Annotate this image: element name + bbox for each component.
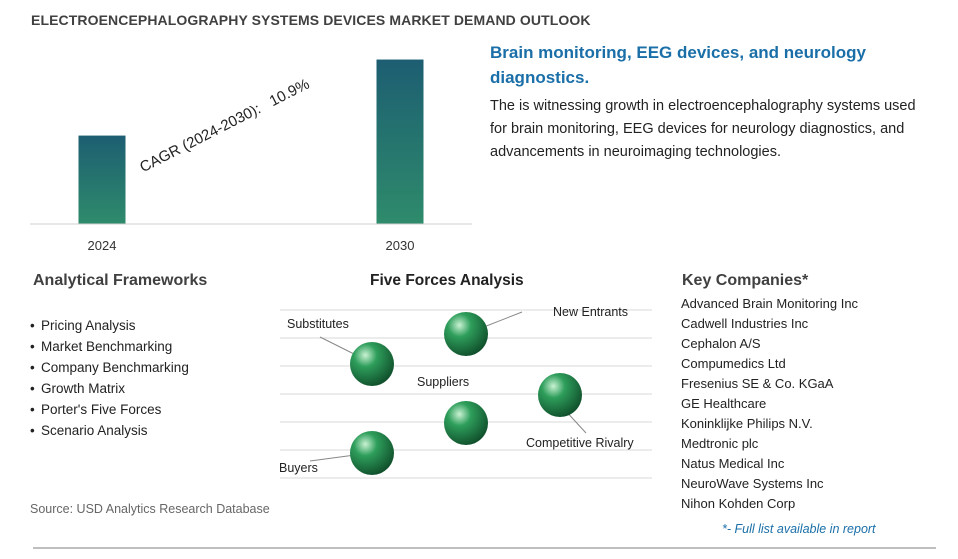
sphere-competitive-rivalry <box>538 373 582 417</box>
x-tick-label: 2024 <box>88 238 117 253</box>
five-forces-title: Five Forces Analysis <box>370 272 524 289</box>
bar-2030 <box>376 59 424 225</box>
companies-title: Key Companies* <box>682 272 809 289</box>
list-item: • Company Benchmarking <box>30 360 189 375</box>
company-item: Natus Medical Inc <box>681 456 785 471</box>
company-item: Cephalon A/S <box>681 336 761 351</box>
list-item: • Market Benchmarking <box>30 339 173 354</box>
summary-headline: Brain monitoring, EEG devices, and neuro… <box>490 43 866 87</box>
list-item: • Scenario Analysis <box>30 423 148 438</box>
company-item: Medtronic plc <box>681 436 759 451</box>
bottom-divider <box>33 547 936 549</box>
label-new-entrants: New Entrants <box>553 305 628 319</box>
label-buyers: Buyers <box>279 461 318 475</box>
label-competitive-rivalry: Competitive Rivalry <box>526 436 634 450</box>
label-suppliers: Suppliers <box>417 375 469 389</box>
page-title: ELECTROENCEPHALOGRAPHY SYSTEMS DEVICES M… <box>31 12 591 28</box>
company-item: Cadwell Industries Inc <box>681 316 809 331</box>
sphere-suppliers <box>444 401 488 445</box>
market-bar-chart: 2024 2030 <box>30 59 472 253</box>
company-item: Compumedics Ltd <box>681 356 786 371</box>
companies-list: Advanced Brain Monitoring Inc Cadwell In… <box>681 294 858 514</box>
company-item: Koninklijke Philips N.V. <box>681 416 813 431</box>
five-forces-diagram: Substitutes New Entrants Suppliers Compe… <box>279 305 652 479</box>
summary-description: The is witnessing growth in electroencep… <box>490 98 916 160</box>
company-item: GE Healthcare <box>681 396 767 411</box>
label-substitutes: Substitutes <box>287 317 349 331</box>
frameworks-title: Analytical Frameworks <box>33 272 208 289</box>
company-item: NeuroWave Systems Inc <box>681 476 824 491</box>
company-item: Fresenius SE & Co. KGaA <box>681 376 834 391</box>
list-item: • Growth Matrix <box>30 381 126 396</box>
x-tick-label: 2030 <box>386 238 415 253</box>
company-item: Nihon Kohden Corp <box>681 496 796 511</box>
sphere-new-entrants <box>444 312 488 356</box>
sphere-substitutes <box>350 342 394 386</box>
list-item: • Porter's Five Forces <box>30 402 162 417</box>
source-note: Source: USD Analytics Research Database <box>30 502 270 516</box>
frameworks-list: • Pricing Analysis • Market Benchmarking •… <box>30 315 189 441</box>
sphere-buyers <box>350 431 394 475</box>
company-item: Advanced Brain Monitoring Inc <box>681 296 859 311</box>
full-list-note: *- Full list available in report <box>722 522 876 536</box>
list-item: • Pricing Analysis <box>30 318 136 333</box>
bar-2024 <box>78 135 126 224</box>
